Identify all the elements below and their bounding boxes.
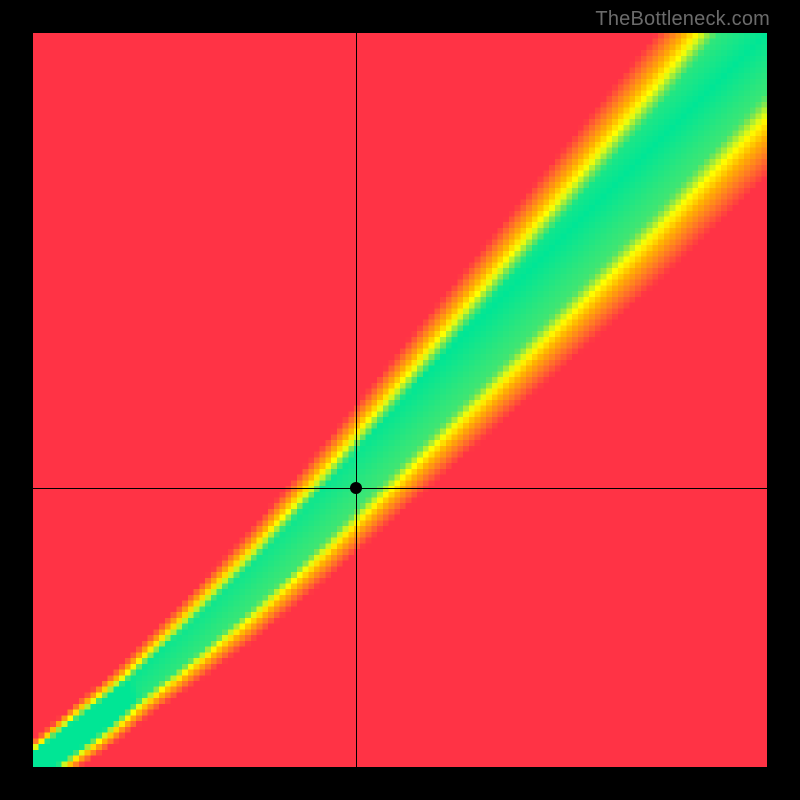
heatmap-canvas xyxy=(33,33,767,767)
crosshair-horizontal xyxy=(33,488,767,489)
crosshair-vertical xyxy=(356,33,357,767)
watermark-text: TheBottleneck.com xyxy=(595,8,770,31)
heatmap-plot-area xyxy=(33,33,767,767)
crosshair-marker-dot xyxy=(350,482,362,494)
